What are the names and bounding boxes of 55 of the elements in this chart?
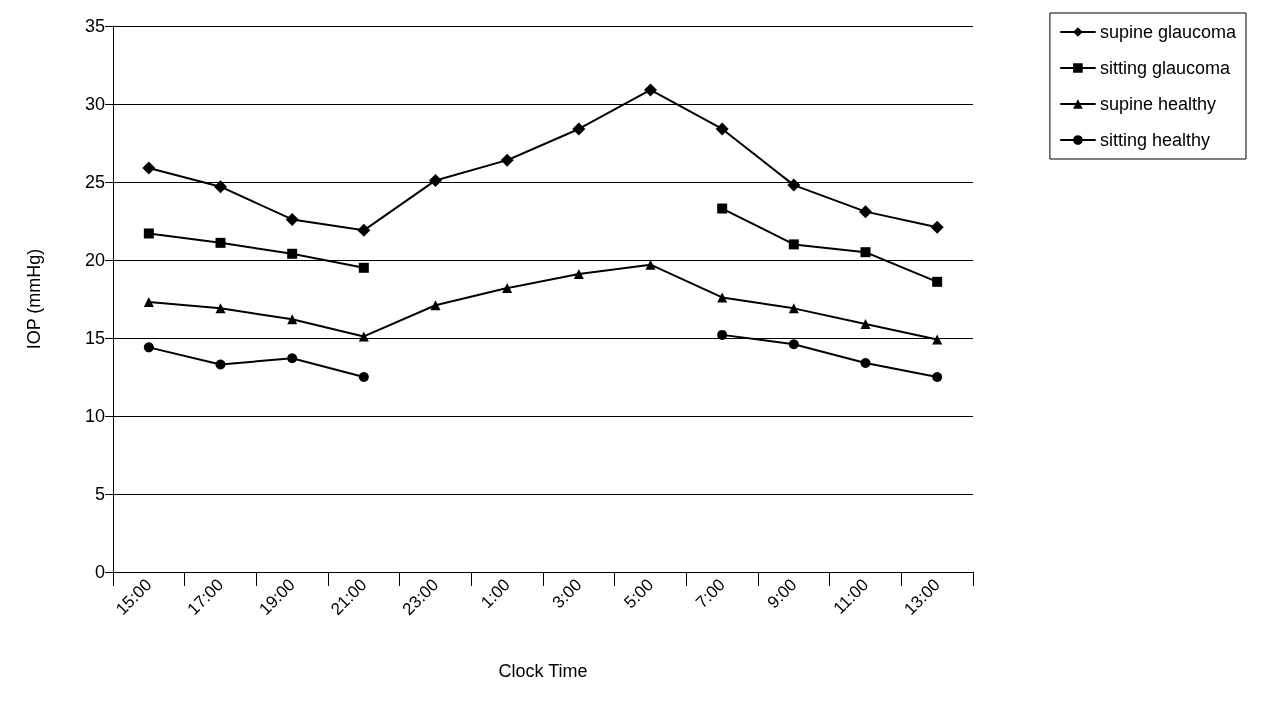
- point: [143, 228, 154, 239]
- y-tick-label: 10: [84, 406, 105, 426]
- point: [788, 239, 799, 250]
- point: [358, 372, 369, 382]
- legend-label: supine glaucoma: [1099, 22, 1237, 42]
- point: [859, 205, 872, 219]
- point: [930, 220, 944, 234]
- point: [717, 203, 728, 214]
- point: [357, 223, 371, 237]
- y-axis-title: IOP (mmHg): [24, 248, 44, 350]
- point: [214, 180, 227, 194]
- point: [715, 122, 729, 136]
- point: [287, 248, 298, 259]
- point: [644, 83, 657, 97]
- point: [932, 334, 943, 345]
- y-tick-label: 0: [94, 562, 105, 582]
- legend-label: sitting glaucoma: [1099, 58, 1231, 78]
- point: [860, 247, 871, 258]
- point: [215, 359, 226, 370]
- point: [645, 259, 656, 270]
- point: [500, 153, 514, 167]
- point: [860, 318, 871, 329]
- point: [788, 303, 799, 314]
- point: [502, 283, 513, 294]
- point: [215, 303, 226, 314]
- point: [287, 353, 298, 364]
- point: [932, 276, 943, 287]
- point: [430, 300, 441, 311]
- legend-label: sitting healthy: [1099, 130, 1210, 150]
- y-tick-label: 15: [84, 328, 105, 348]
- point: [717, 329, 728, 340]
- point: [717, 292, 728, 303]
- point: [143, 297, 154, 308]
- y-tick-label: 5: [94, 484, 105, 504]
- point: [572, 122, 586, 136]
- point: [429, 173, 442, 187]
- point: [788, 339, 799, 350]
- point: [285, 212, 299, 226]
- y-tick-label: 20: [84, 250, 105, 270]
- point: [573, 269, 584, 280]
- point: [287, 314, 298, 325]
- point: [787, 178, 801, 192]
- point: [358, 331, 369, 342]
- point: [215, 237, 226, 248]
- x-tick-label: 7:00: [692, 575, 729, 613]
- point: [358, 262, 369, 273]
- x-axis-title: Clock Time: [498, 661, 588, 681]
- point: [932, 372, 943, 382]
- legend-label: supine healthy: [1099, 94, 1216, 114]
- y-tick-label: 30: [84, 94, 105, 114]
- point: [860, 357, 871, 368]
- y-tick-label: 35: [84, 16, 105, 36]
- point: [142, 161, 156, 175]
- y-tick-label: 25: [84, 172, 105, 192]
- point: [143, 342, 154, 353]
